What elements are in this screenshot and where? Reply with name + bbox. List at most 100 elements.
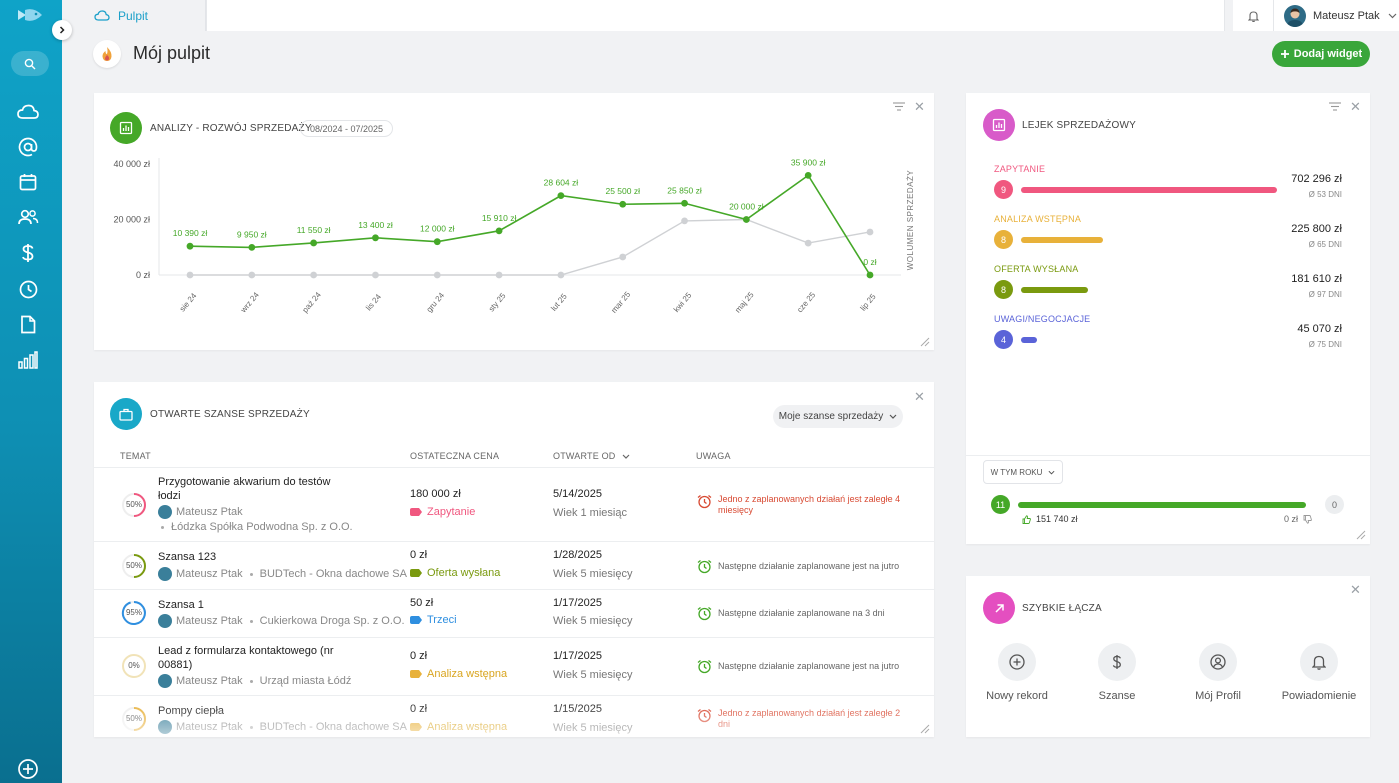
sidebar-item-sales[interactable] (17, 242, 39, 264)
owner-name[interactable]: Mateusz Ptak (176, 506, 243, 518)
quick-link-my-profile[interactable]: Mój Profil (1178, 643, 1258, 702)
logo-icon[interactable] (16, 7, 44, 23)
owner-name[interactable]: Mateusz Ptak (176, 721, 243, 733)
data-label: 0 zł (863, 257, 876, 267)
opportunity-title[interactable]: Lead z formularza kontaktowego (nr 00881… (158, 645, 334, 671)
year-filter-label: W TYM ROKU (990, 467, 1043, 477)
quick-link-new-record[interactable]: Nowy rekord (977, 643, 1057, 702)
opportunity-title[interactable]: Szansa 1 (158, 599, 204, 611)
x-tick-label: sie 24 (178, 291, 199, 314)
company-name[interactable]: Cukierkowa Droga Sp. z O.O. (259, 615, 405, 627)
owner-name[interactable]: Mateusz Ptak (176, 615, 243, 627)
company-name[interactable]: Łódzka Spółka Podwodna Sp. z O.O. (171, 521, 353, 533)
company-name[interactable]: BUDTech - Okna dachowe SA (259, 721, 407, 733)
filter-icon[interactable] (1329, 102, 1341, 111)
funnel-stage-label[interactable]: ZAPYTANIE (994, 164, 1046, 174)
sort-down-icon (622, 454, 629, 459)
resize-handle-icon[interactable] (920, 337, 930, 347)
opportunity-title[interactable]: Pompy ciepła (158, 705, 225, 717)
sidebar-item-cloud[interactable] (17, 101, 39, 123)
opportunities-card (94, 382, 934, 737)
quick-link-opportunities[interactable]: Szanse (1077, 643, 1157, 702)
data-point (248, 271, 256, 279)
at-sign-icon (18, 137, 38, 157)
separator-dot (249, 572, 253, 576)
divider (94, 589, 934, 590)
opportunity-age: Wiek 5 miesięcy (553, 722, 633, 734)
data-point (372, 234, 379, 242)
series-line (190, 218, 871, 276)
sidebar (0, 0, 62, 783)
price-value: 0 zł (410, 650, 428, 662)
close-icon[interactable]: ✕ (914, 99, 925, 114)
document-icon (21, 315, 36, 333)
won-bar (1018, 502, 1306, 508)
sidebar-item-documents[interactable] (17, 313, 39, 335)
quick-link-label: Szanse (1098, 690, 1136, 702)
funnel-stage-days: Ø 53 DNI (1308, 190, 1342, 199)
sidebar-search-button[interactable] (11, 51, 49, 76)
thumbs-down-icon (1303, 514, 1312, 524)
funnel-stage-label[interactable]: UWAGI/NEGOCJACJE (994, 314, 1091, 324)
user-name[interactable]: Mateusz Ptak (1313, 9, 1380, 22)
divider (1273, 0, 1274, 31)
users-icon (18, 209, 39, 225)
funnel-stage-label[interactable]: OFERTA WYSŁANA (994, 264, 1079, 274)
sidebar-item-reports[interactable] (17, 349, 39, 371)
close-icon[interactable]: ✕ (1350, 99, 1361, 114)
stage-label: Analiza wstępna (427, 668, 508, 680)
funnel-stage-label[interactable]: ANALIZA WSTĘPNA (994, 214, 1082, 224)
opportunity-title[interactable]: Przygotowanie akwarium do testów łodzi (158, 476, 331, 502)
sidebar-item-contacts[interactable] (17, 206, 39, 228)
tab-pulpit[interactable]: Pulpit (78, 0, 206, 31)
owner-name[interactable]: Mateusz Ptak (176, 568, 243, 580)
funnel-stage-amount: 181 610 zł (1291, 273, 1342, 285)
opportunity-title[interactable]: Szansa 123 (158, 551, 217, 563)
funnel-stage-count: 8 (994, 280, 1013, 299)
alarm-clock-icon (697, 659, 712, 674)
stage-label: Analiza wstępna (427, 721, 508, 733)
company-name[interactable]: BUDTech - Okna dachowe SA (259, 568, 407, 580)
add-widget-button[interactable]: Dodaj widget (1272, 41, 1370, 67)
data-point (248, 243, 256, 251)
column-header-opened[interactable]: OTWARTE OD (553, 451, 630, 461)
x-tick-label: lut 25 (549, 292, 569, 313)
add-circle-icon[interactable] (17, 758, 39, 780)
chevron-down-icon[interactable] (1388, 13, 1397, 19)
column-header-topic[interactable]: TEMAT (120, 451, 151, 461)
funnel-card-icon (983, 109, 1015, 141)
column-header-note[interactable]: UWAGA (696, 451, 731, 461)
series-line (189, 174, 871, 276)
plus-circle-icon (1009, 654, 1025, 670)
lost-count-badge: 0 (1325, 495, 1344, 514)
report-icon (119, 121, 133, 135)
data-label: 9 950 zł (237, 229, 267, 239)
quick-link-notifications[interactable]: Powiadomienie (1279, 643, 1359, 702)
funnel-stage-bar (1021, 187, 1277, 193)
sidebar-toggle-button[interactable] (52, 20, 72, 40)
sidebar-item-calendar[interactable] (17, 171, 39, 193)
price-value: 0 zł (410, 549, 428, 561)
year-filter-dropdown[interactable]: W TYM ROKU (983, 460, 1063, 484)
avatar (158, 614, 172, 628)
close-icon[interactable]: ✕ (1350, 582, 1361, 597)
opportunities-filter-dropdown[interactable]: Moje szanse sprzedaży (773, 405, 903, 428)
column-header-price[interactable]: OSTATECZNA CENA (410, 451, 500, 461)
sidebar-item-mail[interactable] (17, 136, 39, 158)
filter-icon[interactable] (893, 102, 905, 111)
sidebar-item-history[interactable] (17, 278, 39, 300)
probability-ring (121, 601, 146, 625)
avatar[interactable] (1284, 4, 1306, 27)
resize-handle-icon[interactable] (920, 724, 930, 734)
notifications-button[interactable] (1239, 10, 1267, 22)
company-name[interactable]: Urząd miasta Łódź (259, 675, 352, 687)
resize-handle-icon[interactable] (1356, 530, 1366, 540)
date-range-badge[interactable]: 08/2024 - 07/2025 (300, 120, 394, 137)
data-point (804, 239, 812, 247)
owner-name[interactable]: Mateusz Ptak (176, 675, 243, 687)
tag-icon (410, 508, 422, 516)
stage-tag: Oferta wysłana (410, 567, 500, 579)
funnel-stage-count: 4 (994, 330, 1013, 349)
opportunity-age: Wiek 5 miesięcy (553, 615, 633, 627)
close-icon[interactable]: ✕ (914, 389, 925, 404)
